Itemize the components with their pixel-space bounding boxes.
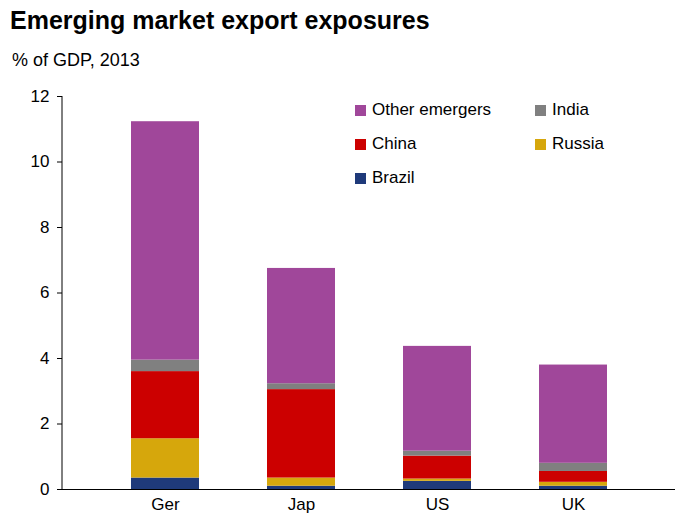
svg-text:0: 0: [40, 480, 49, 499]
html-text:China: China: [372, 134, 417, 153]
svg-text:US: US: [426, 495, 450, 514]
html-text:Russia: Russia: [552, 134, 604, 153]
html-text:Emerging market export exposur: Emerging market export exposures: [10, 6, 430, 34]
svg-text:10: 10: [31, 152, 50, 171]
svg-text:Ger: Ger: [151, 495, 180, 514]
html-text:Other emergers: Other emergers: [372, 100, 491, 119]
html-text:% of GDP, 2013: % of GDP, 2013: [12, 50, 140, 70]
svg-text:8: 8: [40, 218, 49, 237]
svg-text:6: 6: [40, 283, 49, 302]
html-text:India: India: [552, 100, 589, 119]
html-text:Brazil: Brazil: [372, 168, 415, 187]
svg-text:12: 12: [31, 87, 50, 106]
svg-text:2: 2: [40, 414, 49, 433]
svg-text:Jap: Jap: [288, 495, 315, 514]
svg-text:4: 4: [40, 349, 49, 368]
svg-text:UK: UK: [562, 495, 586, 514]
